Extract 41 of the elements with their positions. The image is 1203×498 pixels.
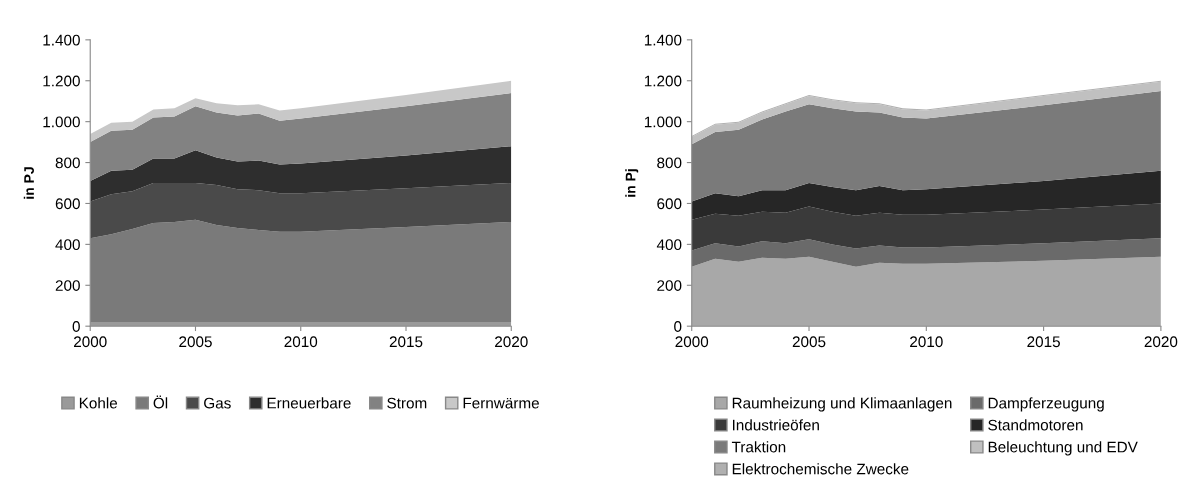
x-tick-label: 2010 <box>284 336 318 348</box>
y-tick-label: 1.000 <box>43 116 80 128</box>
x-tick-label: 2000 <box>675 336 709 348</box>
x-tick-label: 2015 <box>389 336 423 348</box>
legend-label: Elektrochemische Zwecke <box>732 463 909 475</box>
y-tick-label: 200 <box>55 280 80 291</box>
legend-label: Industrieöfen <box>732 419 819 431</box>
y-axis-title: in PJ <box>23 167 34 199</box>
x-tick-label: 2005 <box>179 336 212 348</box>
legend-label: Traktion <box>731 441 786 453</box>
y-tick-label: 0 <box>72 321 80 332</box>
x-tick-label: 2000 <box>74 336 107 348</box>
legend-label: Kohle <box>79 397 118 409</box>
y-tick-label: 400 <box>55 239 80 251</box>
y-tick-label: 400 <box>656 239 682 251</box>
y-axis-title: in Pj <box>625 169 639 197</box>
y-tick-label: 600 <box>657 198 682 210</box>
y-tick-label: 0 <box>674 321 682 332</box>
legend-label: Dampferzeugung <box>988 397 1104 412</box>
y-tick-label: 1.200 <box>43 75 80 87</box>
legend-label: Standmotoren <box>988 419 1083 431</box>
y-tick-label: 800 <box>657 157 682 169</box>
legend-label: Strom <box>387 397 427 409</box>
y-tick-label: 1.000 <box>644 116 682 128</box>
legend-label: Erneuerbare <box>267 397 351 409</box>
y-tick-label: 600 <box>55 198 80 210</box>
x-tick-label: 2005 <box>792 336 826 348</box>
y-tick-label: 800 <box>55 157 80 169</box>
legend-label: Fernwärme <box>463 397 539 409</box>
x-tick-label: 2010 <box>910 336 943 348</box>
x-tick-label: 2020 <box>1144 336 1178 348</box>
y-tick-label: 200 <box>657 280 682 291</box>
legend-label: Gas <box>204 397 231 409</box>
legend-label: Öl <box>153 395 168 409</box>
y-tick-label: 1.400 <box>644 34 682 46</box>
legend-label: Beleuchtung und EDV <box>988 441 1138 456</box>
x-tick-label: 2015 <box>1027 336 1060 348</box>
y-tick-label: 1.400 <box>43 34 80 46</box>
x-tick-label: 2020 <box>495 336 528 348</box>
y-tick-label: 1.200 <box>644 75 682 87</box>
legend-label: Raumheizung und Klimaanlagen <box>732 397 952 412</box>
